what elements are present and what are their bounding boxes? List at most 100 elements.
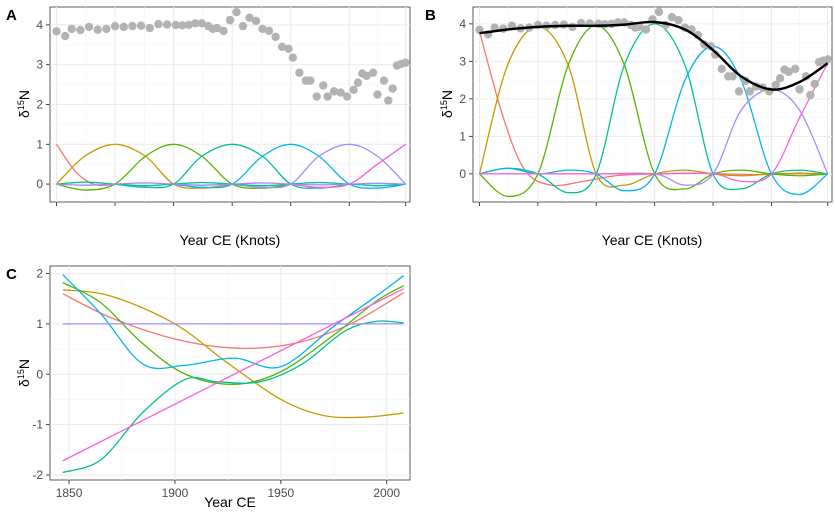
data-point bbox=[319, 81, 328, 90]
data-point bbox=[388, 84, 397, 93]
data-point bbox=[136, 21, 146, 30]
data-point bbox=[795, 85, 804, 94]
panel-a-x-ticks bbox=[56, 202, 407, 206]
series-line-basis-3 bbox=[56, 143, 291, 191]
panel-b-fit-line bbox=[479, 20, 829, 91]
data-point bbox=[232, 7, 241, 17]
panel-c-curves bbox=[62, 274, 405, 474]
panel-a-label: A bbox=[6, 7, 17, 24]
y-tick-label: 2 bbox=[36, 267, 43, 281]
series-line-curve-olive bbox=[62, 289, 404, 419]
data-point bbox=[734, 87, 744, 96]
data-point bbox=[295, 68, 304, 77]
panel-a-x-axis-title: Year CE (Knots) bbox=[180, 232, 281, 248]
data-point bbox=[728, 72, 737, 81]
data-point bbox=[401, 58, 410, 67]
y-tick-label: 0 bbox=[36, 177, 43, 191]
panel-c: C -2 -1 0 1 2 1850 1900 1950 2000 Year CE δ15N bbox=[6, 265, 411, 510]
x-tick-label: 1900 bbox=[162, 486, 189, 500]
data-point bbox=[219, 26, 228, 36]
data-point bbox=[184, 20, 193, 30]
x-tick-label: 1850 bbox=[56, 486, 83, 500]
data-point bbox=[784, 67, 793, 77]
data-point bbox=[277, 42, 287, 51]
panel-b-x-axis-title: Year CE (Knots) bbox=[602, 232, 703, 248]
series-line-curve-pink bbox=[62, 288, 404, 462]
series-line-curve-blue bbox=[62, 274, 405, 370]
panel-b-y-ticks: 0 1 2 3 4 bbox=[459, 17, 473, 181]
data-point bbox=[264, 26, 274, 36]
series-line-basis-5 bbox=[173, 143, 406, 189]
panel-b-x-ticks bbox=[479, 202, 829, 206]
data-point bbox=[674, 15, 683, 25]
series-line-weighted-7 bbox=[479, 62, 829, 183]
data-point bbox=[245, 13, 254, 22]
data-point bbox=[288, 53, 298, 62]
data-point bbox=[258, 24, 267, 34]
data-point bbox=[342, 92, 352, 101]
series-line-basis-low-b bbox=[56, 182, 406, 186]
data-point bbox=[102, 24, 111, 34]
data-point bbox=[641, 25, 651, 34]
data-point bbox=[197, 19, 207, 28]
data-point bbox=[635, 22, 644, 32]
panel-c-y-axis-title: δ15N bbox=[16, 359, 32, 387]
data-point bbox=[154, 19, 163, 29]
data-point bbox=[775, 74, 785, 83]
data-point bbox=[93, 25, 102, 34]
panel-b-weighted-lines bbox=[478, 23, 829, 198]
y-tick-label: 4 bbox=[36, 18, 43, 32]
data-point bbox=[191, 19, 200, 28]
fitted-smooth-line bbox=[479, 20, 829, 91]
panel-c-grid bbox=[50, 266, 410, 480]
data-point bbox=[349, 85, 358, 94]
panel-a: A 0 1 2 3 4 Year CE (Knots) δ15N bbox=[6, 6, 411, 248]
data-point bbox=[368, 68, 378, 77]
data-point bbox=[76, 25, 85, 35]
data-point bbox=[384, 96, 393, 105]
data-point bbox=[178, 21, 187, 30]
data-point bbox=[791, 64, 800, 74]
data-point bbox=[251, 16, 261, 26]
panel-c-plot-area bbox=[49, 265, 411, 481]
data-point bbox=[238, 21, 248, 31]
panel-b-label: B bbox=[425, 7, 436, 24]
y-tick-label: -1 bbox=[32, 418, 43, 432]
data-point bbox=[379, 76, 389, 85]
data-point bbox=[667, 12, 677, 22]
data-point bbox=[823, 55, 832, 64]
data-point bbox=[745, 87, 755, 96]
y-tick-label: 0 bbox=[36, 367, 43, 381]
data-point bbox=[336, 88, 345, 97]
data-point bbox=[162, 20, 172, 29]
data-point bbox=[806, 90, 815, 100]
panel-b: B 0 1 2 3 4 Year CE (Knots) δ15N bbox=[425, 6, 833, 248]
y-tick-label: 1 bbox=[36, 137, 43, 151]
y-tick-label: 4 bbox=[459, 17, 466, 31]
data-point bbox=[225, 15, 235, 25]
panel-c-label: C bbox=[6, 266, 17, 283]
data-point bbox=[654, 7, 664, 17]
y-tick-label: -2 bbox=[32, 468, 43, 482]
data-point bbox=[373, 90, 382, 99]
data-point bbox=[271, 32, 280, 42]
data-point bbox=[284, 44, 293, 53]
data-point bbox=[145, 23, 154, 33]
series-line-curve-red bbox=[62, 292, 404, 349]
data-point bbox=[771, 80, 780, 90]
data-point bbox=[353, 78, 363, 87]
series-line-basis-4 bbox=[114, 143, 350, 189]
y-tick-label: 3 bbox=[459, 54, 466, 68]
data-point bbox=[60, 31, 70, 41]
data-point bbox=[362, 71, 371, 81]
data-point bbox=[67, 24, 76, 34]
series-line-basis-1 bbox=[55, 143, 116, 187]
data-point bbox=[323, 92, 332, 101]
data-point bbox=[706, 42, 716, 51]
y-tick-label: 2 bbox=[459, 92, 466, 106]
y-tick-label: 1 bbox=[459, 129, 466, 143]
data-point bbox=[171, 20, 180, 30]
x-tick-label: 2000 bbox=[373, 486, 400, 500]
data-point bbox=[84, 22, 94, 32]
